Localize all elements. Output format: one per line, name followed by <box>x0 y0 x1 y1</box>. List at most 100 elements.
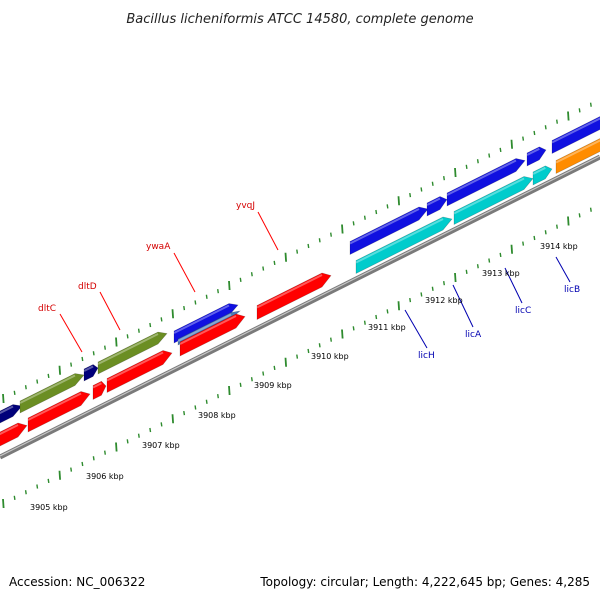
minor-tick <box>476 159 479 164</box>
genome-backbone-highlight <box>0 155 600 457</box>
major-tick <box>284 357 287 367</box>
gene-arrow-yvqJ <box>256 272 332 320</box>
gene-arrow <box>92 380 107 400</box>
minor-tick <box>160 317 163 322</box>
gene-arrow <box>83 364 99 382</box>
minor-tick <box>386 204 389 209</box>
gene-label-licB: licB <box>564 285 580 295</box>
minor-tick <box>262 371 265 376</box>
leader-line <box>173 252 196 293</box>
coordinate-label: 3907 kbp <box>142 441 180 450</box>
major-tick <box>115 337 118 347</box>
minor-tick <box>217 394 219 399</box>
gene-arrow <box>179 313 246 357</box>
coordinate-label: 3909 kbp <box>254 381 292 390</box>
coordinate-label: 3911 kbp <box>368 323 406 332</box>
minor-tick <box>13 390 16 395</box>
minor-tick <box>544 125 547 130</box>
major-tick <box>510 244 513 254</box>
leader-line <box>99 291 121 331</box>
leader-line <box>504 267 523 304</box>
minor-tick <box>307 348 310 354</box>
minor-tick <box>104 345 106 350</box>
major-tick <box>341 329 344 339</box>
minor-tick <box>47 373 50 379</box>
minor-tick <box>556 224 558 229</box>
gene-label-yvqJ: yvqJ <box>236 201 255 211</box>
coordinate-labels: 3905 kbp 3906 kbp 3907 kbp 3908 kbp 3909… <box>30 242 578 512</box>
gene-label-dltC: dltC <box>38 304 56 314</box>
minor-tick <box>443 281 445 286</box>
minor-tick <box>70 362 73 367</box>
gene-arrow-licH <box>355 216 453 274</box>
minor-tick <box>533 130 536 136</box>
minor-tick <box>420 292 423 297</box>
minor-tick <box>194 405 197 410</box>
minor-tick <box>126 439 129 444</box>
leader-line <box>555 256 571 283</box>
minor-tick <box>522 241 525 246</box>
gene-arrow <box>27 391 91 433</box>
gene-arrow-licA-upper <box>446 158 526 207</box>
gene-arrow-dltD <box>97 331 168 375</box>
major-tick <box>2 498 5 509</box>
minor-tick <box>352 221 355 226</box>
gene-arrow-licB-upper <box>551 116 600 154</box>
gene-labels: dltC dltD ywaA yvqJ licH licA licC licB <box>38 201 580 361</box>
label-leaders <box>59 211 571 353</box>
coordinate-label: 3906 kbp <box>86 472 124 481</box>
minor-tick <box>126 334 129 339</box>
minor-tick <box>409 192 412 198</box>
minor-tick <box>578 108 581 113</box>
minor-tick <box>273 260 276 266</box>
leader-line <box>59 313 83 353</box>
minor-tick <box>499 252 502 258</box>
gene-arrow-licA <box>453 176 534 225</box>
minor-tick <box>363 320 366 325</box>
coordinate-label: 3908 kbp <box>198 411 236 420</box>
minor-tick <box>375 209 378 215</box>
major-tick <box>115 442 118 452</box>
minor-tick <box>273 365 276 371</box>
minor-tick <box>544 230 547 235</box>
minor-tick <box>183 410 186 416</box>
genome-backbone <box>0 154 600 460</box>
minor-tick <box>137 328 140 333</box>
minor-tick <box>296 354 299 359</box>
leader-line <box>452 284 474 328</box>
leader-line <box>257 211 279 251</box>
minor-tick <box>409 297 412 303</box>
minor-tick <box>488 258 491 263</box>
minor-tick <box>13 495 16 500</box>
minor-tick <box>352 326 355 331</box>
minor-tick <box>363 215 366 220</box>
minor-tick <box>194 300 197 305</box>
minor-tick <box>533 235 536 241</box>
minor-tick <box>420 187 423 192</box>
gene-arrow <box>0 422 28 447</box>
minor-tick <box>149 322 152 328</box>
accession-text: Accession: NC_006322 <box>9 575 145 589</box>
major-tick <box>454 272 457 283</box>
major-tick <box>228 385 231 396</box>
coordinate-label: 3913 kbp <box>482 269 520 278</box>
minor-tick <box>522 136 525 141</box>
minor-tick <box>476 264 479 269</box>
minor-tick <box>262 266 265 271</box>
minor-tick <box>137 433 140 438</box>
gene-label-licH: licH <box>418 351 435 361</box>
minor-tick <box>160 422 163 427</box>
genome-summary-text: Topology: circular; Length: 4,222,645 bp… <box>259 575 590 589</box>
minor-tick <box>81 461 84 467</box>
minor-tick <box>318 238 321 243</box>
minor-tick <box>36 379 39 384</box>
major-tick <box>567 111 570 121</box>
map-title: Bacillus licheniformis ATCC 14580, compl… <box>126 12 473 27</box>
major-tick <box>567 216 570 226</box>
minor-tick <box>81 356 84 362</box>
minor-tick <box>104 450 106 455</box>
coordinate-label: 3914 kbp <box>540 242 578 251</box>
gene-arrow-licC <box>532 165 553 186</box>
minor-tick <box>36 484 39 489</box>
